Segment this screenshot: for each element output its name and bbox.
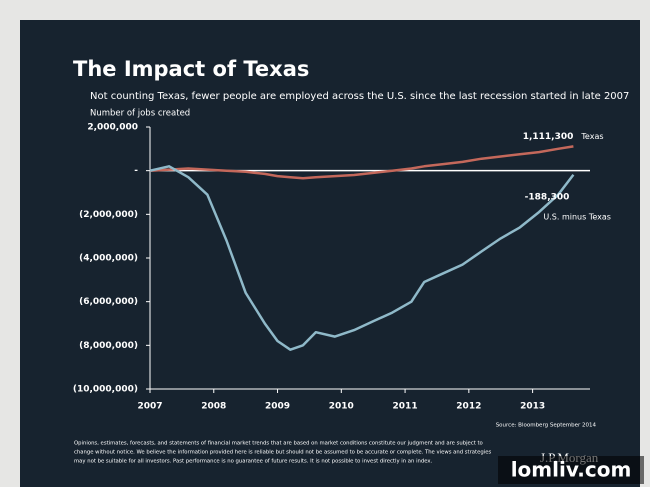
line bbox=[149, 165, 575, 351]
note: may not be suitable for all investors. P… bbox=[74, 459, 433, 465]
x-tick-label: 2008 bbox=[201, 402, 226, 412]
x-tick-label: 2012 bbox=[456, 402, 481, 412]
legend-label: U.S. minus Texas bbox=[543, 212, 611, 221]
x-tick-label: 2007 bbox=[137, 402, 162, 412]
chart-subtitle: Not counting Texas, fewer people are emp… bbox=[90, 91, 629, 102]
y-axis-label: Number of jobs created bbox=[90, 109, 190, 119]
y-tick-label: - bbox=[134, 166, 138, 176]
y-tick-label: (10,000,000) bbox=[73, 385, 138, 395]
note: Opinions, estimates, forecasts, and stat… bbox=[74, 441, 483, 447]
y-tick-label: 2,000,000 bbox=[87, 123, 138, 133]
note: change without notice. We believe the in… bbox=[74, 450, 491, 456]
value-label: -188,300 bbox=[525, 192, 570, 202]
watermark-bg bbox=[498, 456, 644, 484]
panel bbox=[20, 20, 640, 487]
y-tick-label: (4,000,000) bbox=[79, 254, 138, 264]
x-tick-label: 2010 bbox=[329, 402, 354, 412]
line bbox=[149, 145, 574, 180]
value-label: 1,111,300 bbox=[523, 132, 574, 142]
chart-title: The Impact of Texas bbox=[73, 57, 309, 81]
y-tick-label: (8,000,000) bbox=[79, 341, 138, 351]
x-tick-label: 2011 bbox=[393, 402, 418, 412]
watermark: lomliv.com bbox=[511, 458, 632, 482]
x-tick-label: 2009 bbox=[265, 402, 290, 412]
source: Source: Bloomberg September 2014 bbox=[496, 423, 597, 429]
x-tick-label: 2013 bbox=[520, 402, 545, 412]
y-tick-label: (2,000,000) bbox=[79, 210, 138, 220]
y-tick-label: (6,000,000) bbox=[79, 297, 138, 307]
legend-label: Texas bbox=[580, 132, 603, 141]
